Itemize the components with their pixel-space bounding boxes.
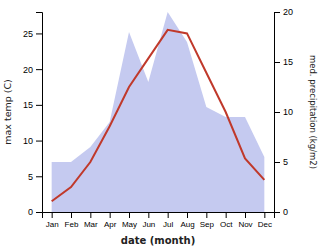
tick-mark [168, 212, 169, 218]
tick-mark [274, 112, 280, 113]
tick: 0 [274, 207, 288, 217]
tick: 15 [23, 100, 42, 110]
precipitation-area [52, 12, 265, 212]
tick-label: 5 [283, 157, 288, 167]
tick-mark [274, 162, 280, 163]
tick-mark [36, 212, 42, 213]
marks [52, 12, 265, 212]
tick-mark [36, 33, 42, 34]
tick: 10 [23, 136, 42, 146]
tick-mark [245, 212, 246, 218]
tick-label: Jan [46, 220, 59, 229]
tick: 10 [274, 107, 293, 117]
axis-line [275, 13, 281, 213]
tick: Jun [142, 212, 155, 229]
tick-mark [52, 212, 53, 218]
tick: 15 [274, 57, 293, 67]
tick-label: Jun [142, 220, 155, 229]
tick-label: 15 [283, 57, 293, 67]
x-axis-title: date (month) [121, 235, 195, 246]
tick-label: Nov [238, 220, 252, 229]
axis-line [36, 13, 43, 213]
tick-mark [36, 69, 42, 70]
tick-label: Oct [220, 220, 233, 229]
tick: Sep [200, 212, 215, 229]
tick-mark [187, 212, 188, 218]
tick-label: 15 [23, 100, 33, 110]
tick-label: 10 [283, 107, 293, 117]
tick-label: 5 [28, 172, 33, 182]
tick: Apr [104, 212, 117, 229]
tick-label: 25 [23, 29, 33, 39]
tick-label: Mar [84, 220, 98, 229]
tick: Aug [180, 212, 194, 229]
tick: Feb [65, 212, 79, 229]
y-axis: 0 5 10 15 20 25 [23, 13, 43, 218]
tick-mark [36, 105, 42, 106]
axis-line [43, 213, 275, 219]
tick-label: Apr [104, 220, 117, 229]
plot: Jan Feb Mar Apr May Jun Jul Aug Sep Oct Nov Dec 0 5 10… [23, 7, 293, 228]
tick-label: 0 [28, 207, 33, 217]
tick-label: Aug [180, 220, 194, 229]
y-axis-title: max temp (C) [2, 79, 13, 145]
tick: Jan [46, 212, 59, 229]
tick: 5 [274, 157, 288, 167]
x-axis: Jan Feb Mar Apr May Jun Jul Aug Sep Oct Nov Dec [43, 212, 275, 229]
temperature-line [52, 30, 265, 201]
tick: May [122, 212, 137, 229]
tick-mark [206, 212, 207, 218]
tick-label: 0 [283, 207, 288, 217]
tick: 5 [28, 172, 42, 182]
tick-label: 10 [23, 136, 33, 146]
tick: Oct [220, 212, 233, 229]
tick-label: Dec [258, 220, 272, 229]
tick-mark [264, 212, 265, 218]
chart: Jan Feb Mar Apr May Jun Jul Aug Sep Oct Nov Dec 0 5 10… [0, 0, 318, 250]
tick-label: May [122, 220, 137, 229]
tick-mark [36, 176, 42, 177]
y2-axis: 0 5 10 15 20 [274, 7, 293, 217]
tick-mark [36, 141, 42, 142]
tick-label: 20 [283, 7, 293, 17]
tick: 0 [28, 207, 42, 217]
tick-mark [274, 212, 280, 213]
tick: Mar [84, 212, 98, 229]
tick-label: Feb [65, 220, 79, 229]
tick-mark [129, 212, 130, 218]
tick-mark [226, 212, 227, 218]
tick: Jul [163, 212, 173, 229]
tick-mark [90, 212, 91, 218]
tick: 20 [23, 65, 42, 75]
y2-axis-title: med. precipitation (kg/m2) [308, 55, 318, 169]
tick-label: Sep [200, 220, 215, 229]
tick: 25 [23, 29, 42, 39]
tick-label: Jul [163, 220, 173, 229]
tick: Dec [258, 212, 272, 229]
tick-mark [148, 212, 149, 218]
tick-mark [274, 12, 280, 13]
tick: 20 [274, 7, 293, 17]
tick-mark [71, 212, 72, 218]
tick-mark [274, 62, 280, 63]
tick: Nov [238, 212, 252, 229]
tick-mark [110, 212, 111, 218]
tick-label: 20 [23, 65, 33, 75]
